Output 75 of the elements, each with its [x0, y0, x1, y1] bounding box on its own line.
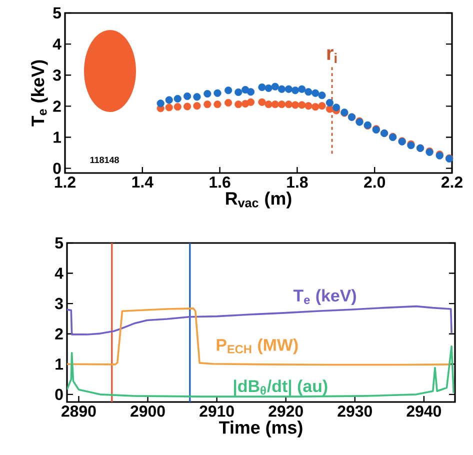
point: [304, 88, 312, 96]
point: [312, 89, 320, 97]
y-tick-label: 1: [54, 132, 62, 143]
point: [174, 94, 182, 103]
x-tick-label: 2890: [62, 406, 96, 417]
x-tick-label: 1.8: [287, 176, 308, 188]
y-tick-label: 4: [52, 38, 62, 50]
point: [318, 102, 326, 110]
x-tick-label: 2910: [200, 406, 234, 417]
point: [264, 100, 272, 108]
point: [264, 84, 272, 92]
x-tick-label: 2920: [268, 406, 303, 417]
y-tick-label: 0: [53, 162, 61, 174]
point: [278, 85, 286, 93]
annotation: 118148: [90, 156, 119, 164]
ref-line-label: r$_{i}$: [327, 49, 337, 63]
point: [224, 86, 232, 94]
line-series: [67, 308, 452, 366]
point: [183, 92, 192, 100]
point: [224, 98, 232, 107]
series-label: T$_{e}$ (keV): [293, 289, 356, 305]
point: [183, 102, 192, 110]
y-axis-title: T$_{e}$ (keV): [31, 60, 48, 126]
point: [284, 85, 292, 93]
point: [258, 83, 266, 92]
point: [214, 100, 222, 108]
x-tick-label: 1.2: [54, 176, 76, 188]
point: [258, 98, 266, 106]
x-tick-label: 1.4: [132, 176, 154, 188]
point: [304, 102, 312, 110]
series-label: P$_{ECH}$ (MW): [216, 338, 298, 354]
point: [165, 104, 173, 112]
y-tick-label: 2: [55, 328, 63, 340]
point: [271, 100, 279, 108]
point: [204, 100, 212, 108]
y-tick-label: 2: [53, 100, 61, 112]
point: [156, 100, 164, 108]
point: [204, 90, 212, 98]
point: [165, 96, 173, 104]
point: [298, 85, 306, 93]
point: [278, 100, 286, 108]
point: [246, 98, 255, 106]
point: [174, 103, 182, 111]
point: [234, 88, 242, 96]
point: [332, 104, 340, 112]
point: [193, 93, 201, 101]
point: [234, 100, 242, 108]
point: [291, 86, 300, 94]
x-tick-label: 1.6: [210, 176, 230, 188]
x-tick-label: 2900: [130, 406, 165, 417]
y-tick-label: 0: [55, 388, 63, 400]
point: [298, 101, 306, 109]
y-tick-label: 3: [52, 69, 61, 81]
y-tick-label: 4: [54, 268, 64, 279]
x-tick-label: 2940: [406, 406, 441, 417]
x-axis-title: Time (ms): [219, 420, 302, 438]
x-tick-label: 2930: [338, 406, 372, 417]
line-series: [67, 305, 452, 336]
y-tick-label: 1: [56, 358, 64, 370]
x-tick-label: 2.0: [364, 176, 386, 188]
point: [318, 92, 326, 100]
point: [193, 102, 201, 110]
y-tick-label: 3: [54, 298, 63, 310]
x-tick-label: 2.2: [441, 176, 462, 188]
series-label: |dB$_{θ}$/dt| (au): [234, 380, 328, 396]
point: [326, 98, 334, 107]
y-tick-label: 5: [53, 7, 62, 19]
point: [291, 101, 300, 109]
point: [271, 82, 279, 90]
point: [214, 89, 222, 97]
y-tick-label: 5: [55, 237, 64, 249]
point: [246, 88, 255, 96]
point: [284, 100, 292, 108]
point: [312, 103, 320, 111]
x-axis-title: R$_{vac}$ (m): [226, 192, 292, 208]
